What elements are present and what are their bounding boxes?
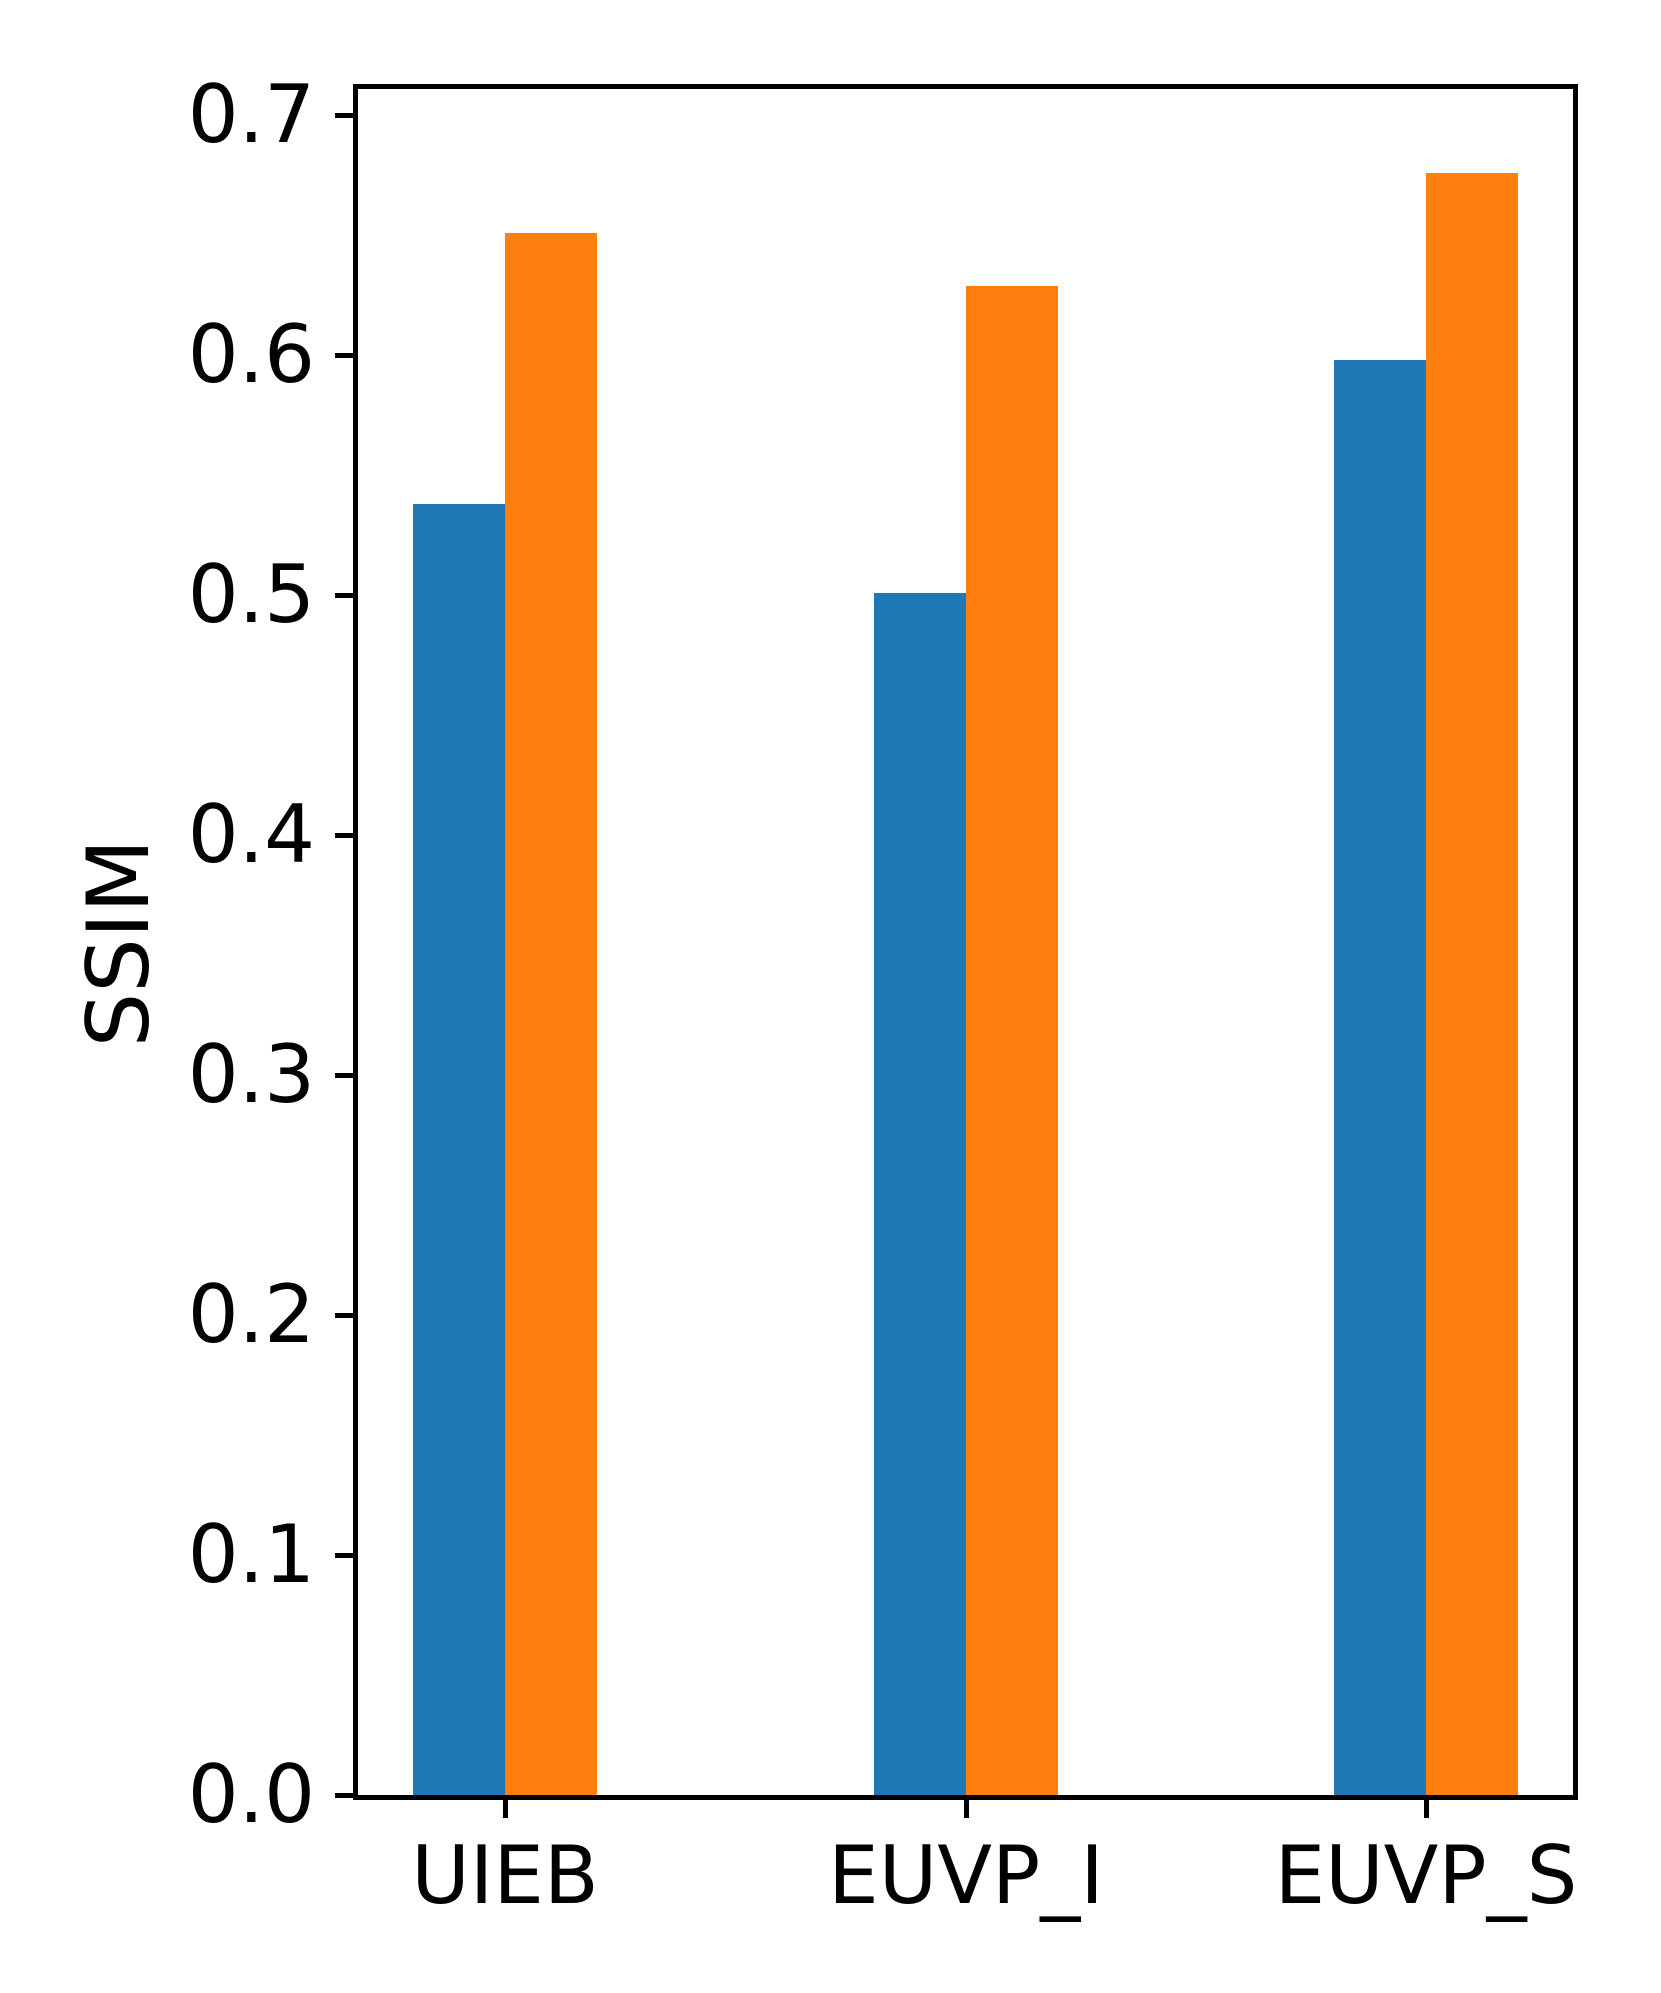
x-tick-label-EUVP_S: EUVP_S: [1274, 1829, 1578, 1922]
y-tick-mark-0.5: [335, 593, 353, 598]
y-tick-mark-0.4: [335, 833, 353, 838]
y-axis-label: SSIM: [69, 838, 169, 1048]
bars-layer: [358, 89, 1573, 1795]
y-tick-mark-0.2: [335, 1313, 353, 1318]
y-tick-label-0.6: 0.6: [187, 308, 315, 401]
x-tick-mark-UIEB: [503, 1800, 508, 1818]
bar-EUVP_I-series2: [966, 286, 1058, 1795]
bar-EUVP_I-series1: [874, 593, 966, 1795]
y-tick-label-0.0: 0.0: [187, 1748, 315, 1841]
bar-EUVP_S-series1: [1334, 360, 1426, 1795]
x-tick-mark-EUVP_S: [1424, 1800, 1429, 1818]
bar-EUVP_S-series2: [1426, 173, 1518, 1795]
y-tick-label-0.3: 0.3: [187, 1028, 315, 1121]
y-tick-mark-0.0: [335, 1793, 353, 1798]
y-tick-mark-0.1: [335, 1553, 353, 1558]
bar-UIEB-series2: [505, 233, 597, 1795]
y-tick-label-0.2: 0.2: [187, 1268, 315, 1361]
y-tick-label-0.7: 0.7: [187, 68, 315, 161]
y-tick-mark-0.6: [335, 353, 353, 358]
y-tick-label-0.5: 0.5: [187, 548, 315, 641]
x-tick-mark-EUVP_I: [964, 1800, 969, 1818]
y-tick-mark-0.7: [335, 113, 353, 118]
plot-area: [353, 84, 1578, 1800]
y-tick-label-0.1: 0.1: [187, 1508, 315, 1601]
x-tick-label-EUVP_I: EUVP_I: [828, 1829, 1104, 1922]
bar-UIEB-series1: [413, 504, 505, 1795]
y-tick-label-0.4: 0.4: [187, 788, 315, 881]
x-tick-label-UIEB: UIEB: [411, 1829, 599, 1922]
y-tick-mark-0.3: [335, 1073, 353, 1078]
